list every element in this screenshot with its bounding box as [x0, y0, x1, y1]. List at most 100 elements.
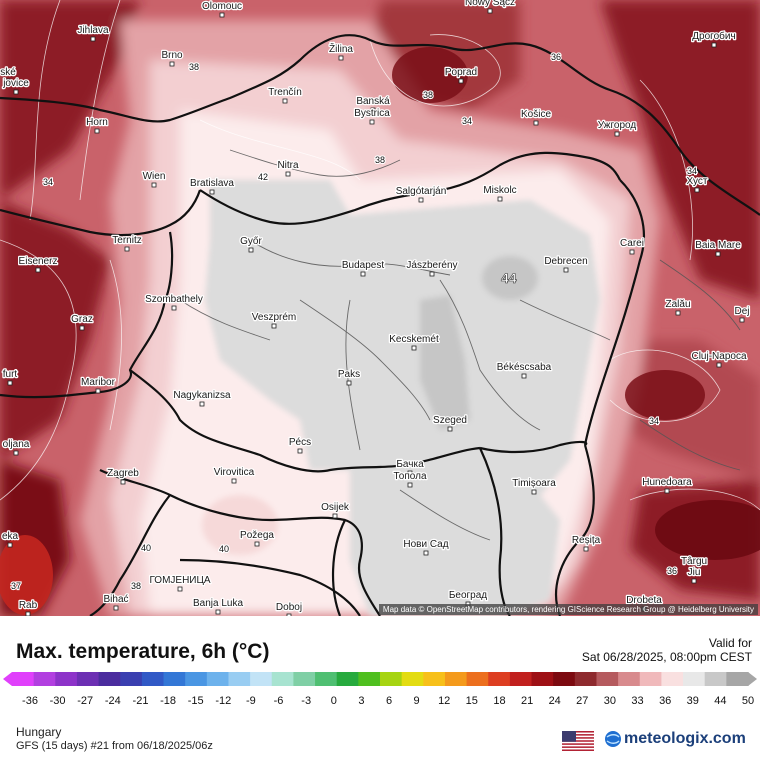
color-scale-segment	[509, 672, 533, 686]
isotherm-label: 40	[219, 544, 229, 554]
hot-area	[202, 180, 600, 616]
isotherm-label: 38	[375, 155, 385, 165]
color-scale-segment	[531, 672, 554, 686]
isotherm-labels: 38 36 38 34 34 42 38 34 34 40 40 38 36 37	[10, 51, 698, 592]
city-marker	[297, 448, 303, 454]
city-label: Budapest	[342, 260, 384, 271]
city-marker	[629, 249, 635, 255]
isotherm-label: 38	[131, 581, 141, 591]
isotherm-label: 34	[649, 416, 659, 426]
city-label: Carei	[620, 238, 644, 249]
city-label: ГОМЈЕНИЦА	[149, 575, 210, 586]
city-marker	[487, 8, 493, 14]
color-scale-segment	[488, 672, 511, 686]
city-label: Žilina	[329, 42, 353, 55]
city-label: eka	[2, 531, 19, 542]
color-scale-segment	[141, 672, 165, 686]
max-temperature-marker: 44	[501, 270, 517, 286]
city-label: Rab	[19, 600, 38, 611]
city-marker	[286, 613, 292, 616]
color-scale-ticks: -36 -30 -27 -24 -21 -18 -15 -12 -9 -6 -3 0 3 6 9 12 15 18…	[22, 695, 754, 707]
country-borders	[0, 34, 760, 616]
scale-tick-label: 44	[714, 695, 726, 707]
color-scale-segment	[358, 672, 381, 686]
city-label: Debrecen	[544, 256, 587, 267]
scale-tick-label: -12	[215, 695, 231, 707]
city-label: Salgótarján	[396, 186, 447, 197]
city-marker	[411, 345, 417, 351]
city-label: Dej	[734, 306, 749, 317]
color-scale-segment	[315, 672, 338, 686]
city-label: Brno	[161, 50, 183, 61]
isotherm-label: 38	[189, 62, 199, 72]
scale-tick-label: -6	[274, 695, 284, 707]
city-label: Bihać	[103, 594, 128, 605]
city-marker	[716, 362, 722, 368]
scale-tick-label: -27	[77, 695, 93, 707]
city-label: Osijek	[321, 502, 350, 513]
scale-right-arrow-icon	[748, 672, 757, 686]
model-run: GFS (15 days) #21 from 06/18/2025/06z	[16, 740, 213, 752]
scale-tick-label: 0	[331, 695, 337, 707]
scale-tick-label: 18	[493, 695, 505, 707]
city-marker	[338, 55, 344, 61]
city-label: Zagreb	[107, 468, 139, 479]
scale-tick-label: -9	[246, 695, 256, 707]
city-label: Pécs	[289, 437, 311, 448]
city-marker	[423, 550, 429, 556]
city-marker	[563, 267, 569, 273]
scale-left-arrow-icon	[3, 672, 12, 686]
scale-tick-label: 21	[521, 695, 533, 707]
city-label: Ужгород	[598, 120, 637, 131]
city-marker	[219, 12, 225, 18]
city-marker	[79, 325, 85, 331]
color-scale-segment	[683, 672, 706, 686]
city-label: Hunedoara	[642, 477, 692, 488]
city-label: Ternitz	[112, 235, 141, 246]
temperature-map[interactable]: 38 36 38 34 34 42 38 34 34 40 40 38 36 37 Olomouc Nowy…	[0, 0, 760, 616]
city-marker	[407, 482, 413, 488]
color-scale-segment	[250, 672, 273, 686]
us-flag-icon[interactable]	[562, 731, 594, 751]
city-marker	[199, 401, 205, 407]
isotherm-lines	[0, 0, 760, 511]
city-marker	[360, 271, 366, 277]
city-label: Baia Mare	[695, 240, 741, 251]
city-marker	[711, 42, 717, 48]
city-marker	[447, 426, 453, 432]
city-label: Drobeta	[626, 595, 662, 606]
city-label: furt	[3, 369, 18, 380]
city-marker	[13, 89, 19, 95]
isotherm-label: 37	[11, 581, 21, 591]
city-label: Paks	[338, 369, 360, 380]
city-label: Győr	[240, 236, 262, 247]
color-scale-segment	[293, 672, 316, 686]
city-marker	[25, 611, 31, 616]
scale-tick-label: 12	[438, 695, 450, 707]
city-label: Дрогобич	[692, 30, 735, 42]
scale-tick-label: 3	[358, 695, 364, 707]
city-label: Olomouc	[202, 1, 242, 12]
color-scale-segment	[55, 672, 78, 686]
city-marker	[7, 380, 13, 386]
city-marker	[231, 478, 237, 484]
isotherm-label: 36	[667, 566, 677, 576]
isotherm-label: 40	[141, 543, 151, 553]
city-label: Graz	[71, 314, 93, 325]
city-label: Cluj-Napoca	[691, 351, 746, 362]
color-scale-segment	[444, 672, 468, 686]
city-label: Maribor	[81, 377, 116, 388]
scale-tick-label: 6	[386, 695, 392, 707]
color-scale-segment	[206, 672, 230, 686]
legend-panel: Max. temperature, 6h (°C) Valid for Sat …	[0, 616, 760, 760]
city-label: Kecskemét	[389, 334, 439, 345]
city-marker	[215, 609, 221, 615]
scale-tick-label: 30	[604, 695, 616, 707]
city-label: Virovitica	[214, 467, 255, 478]
city-marker	[407, 470, 413, 476]
color-scale-segment	[596, 672, 619, 686]
brand-link[interactable]: meteologix.com	[624, 730, 746, 747]
city-label: Horn	[86, 117, 108, 128]
color-scale-segment	[271, 672, 295, 686]
